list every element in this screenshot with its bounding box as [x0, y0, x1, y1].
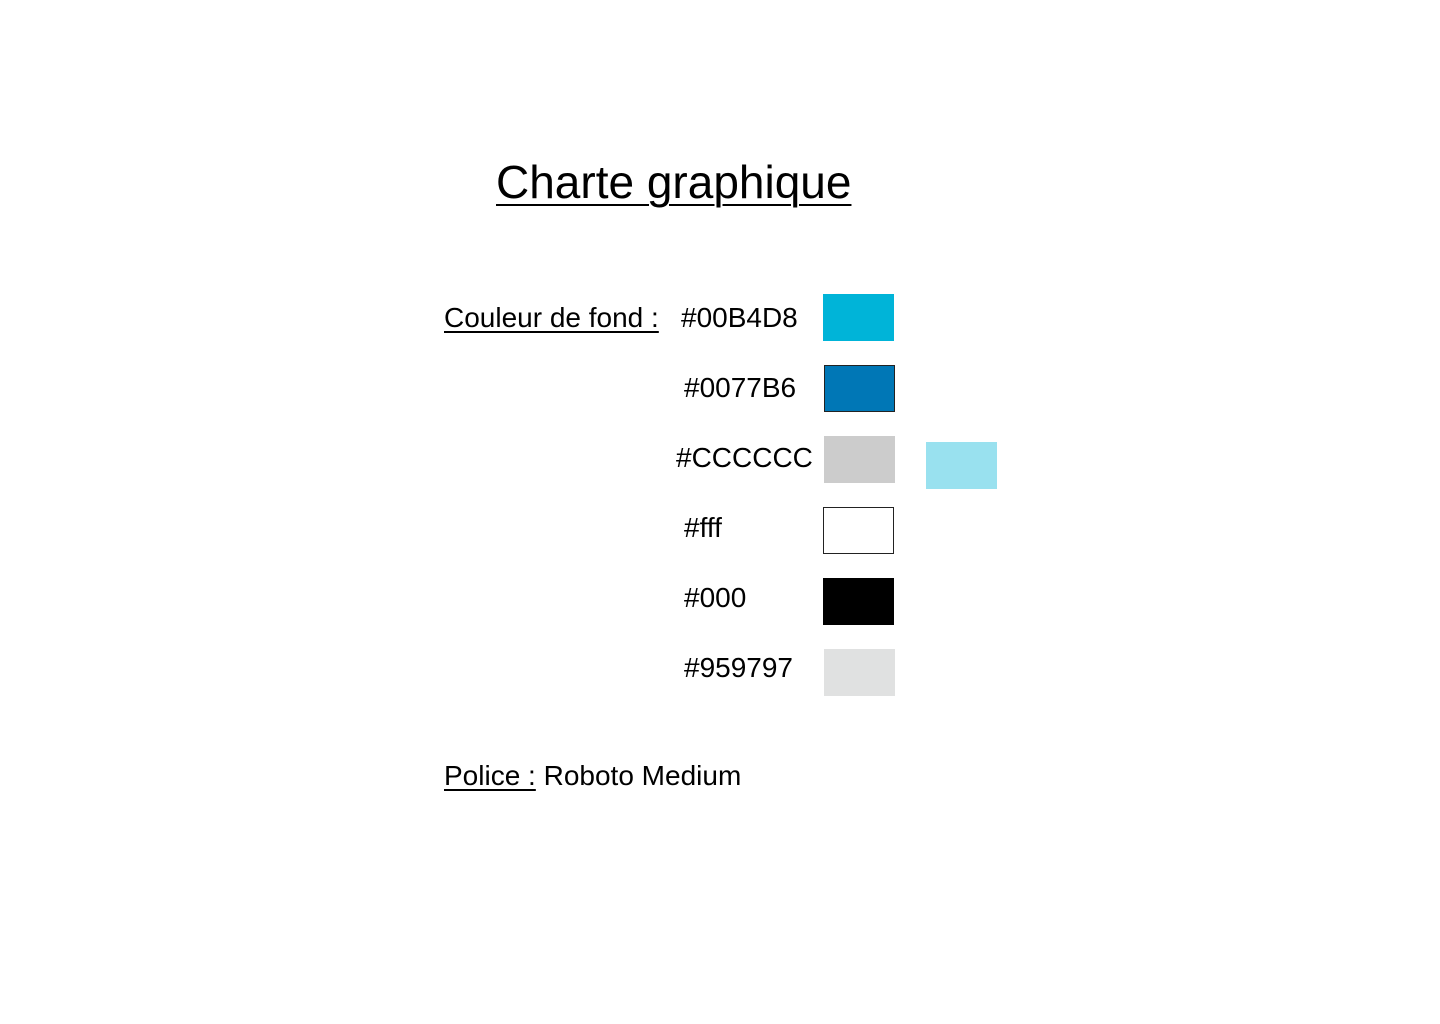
color-swatch-6 — [824, 649, 895, 696]
font-value: Roboto Medium — [543, 760, 742, 791]
color-swatch-5 — [823, 578, 894, 625]
color-code-5: #000 — [684, 582, 747, 613]
background-color-heading: Couleur de fond : — [444, 300, 659, 336]
color-code-3: #CCCCCC — [676, 442, 813, 473]
color-swatch-4 — [823, 507, 894, 554]
color-swatch-2 — [824, 365, 895, 412]
color-code-1: #00B4D8 — [681, 302, 798, 333]
font-label: Police : — [444, 760, 536, 791]
background-color-label: Couleur de fond : — [444, 302, 659, 333]
page-title: Charte graphique — [496, 156, 852, 208]
font-heading: Police : Roboto Medium — [444, 758, 741, 794]
color-swatch-3 — [824, 436, 895, 483]
color-code-6: #959797 — [684, 652, 794, 683]
color-swatch-1 — [823, 294, 894, 341]
accent-color-swatch — [926, 442, 997, 489]
color-code-2: #0077B6 — [684, 372, 797, 403]
color-code-4: #fff — [684, 512, 722, 543]
